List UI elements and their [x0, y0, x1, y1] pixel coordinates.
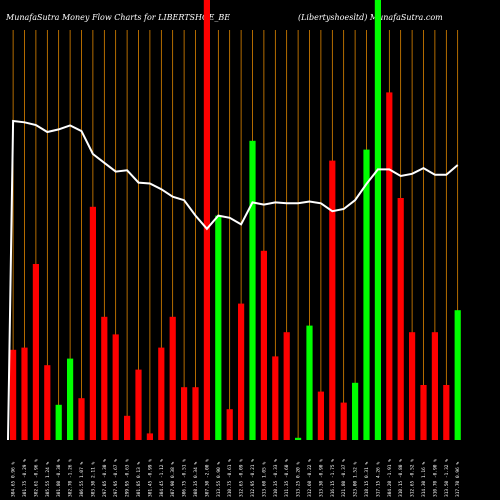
bar: [101, 316, 108, 440]
tick-label: 313.50 -1.32 %: [444, 459, 450, 497]
tick-label: 306.55 1.07 %: [79, 461, 85, 497]
tick-label: 301.85 0.13 %: [136, 461, 142, 497]
tick-label: 313.60 1.05 %: [261, 461, 267, 497]
bar: [409, 332, 416, 440]
bar: [283, 332, 290, 440]
tick-label: 313.55 0.90 %: [216, 461, 222, 497]
bars-group: [10, 0, 461, 441]
tick-label: 304.20 -1.91 %: [387, 459, 393, 497]
bar: [306, 325, 313, 440]
bar: [192, 387, 199, 440]
tick-label: 311.35 -0.60 %: [284, 459, 290, 497]
chart-title: MunafaSutra Money Flow Charts for LIBERT…: [5, 13, 230, 22]
bar: [181, 387, 188, 440]
bar: [443, 385, 450, 440]
bar: [67, 358, 74, 440]
bar: [10, 349, 17, 440]
tick-label: 318.15 0.31 %: [364, 461, 370, 497]
tick-label: 301.80 -0.30 %: [56, 459, 62, 497]
tick-label: 305.55 1.24 %: [45, 461, 51, 497]
tick-label: 312.65 -0.52 %: [410, 459, 416, 497]
flow-line-group: [7, 119, 459, 441]
tick-label: 312.60 -0.22 %: [307, 459, 313, 497]
tick-label: 323.00 1.52 %: [353, 461, 359, 497]
bar: [340, 402, 347, 440]
bar: [78, 398, 85, 440]
tick-label: 317.70 0.96 %: [455, 461, 461, 497]
bar: [431, 332, 438, 440]
tick-label: 316.15 -1.75 %: [330, 459, 336, 497]
tick-label: 302.61 -0.96 %: [33, 459, 39, 497]
bar: [203, 0, 210, 440]
bar: [454, 310, 461, 440]
bar: [226, 409, 233, 440]
tick-label: 307.30 -2.00 %: [204, 459, 210, 497]
tick-label: 317.15 4.26 %: [375, 461, 381, 497]
tick-labels-group: 304.65 0.96 % 301.75 -0.29 % 302.61 -0.96 …: [11, 459, 462, 497]
bar: [420, 385, 427, 440]
tick-label: 314.30 1.16 %: [421, 461, 427, 497]
tick-label: 306.75 -0.51 %: [182, 459, 188, 497]
tick-label: 310.75 -0.61 %: [227, 459, 233, 497]
bar: [295, 437, 302, 440]
tick-label: 313.25 0.20 %: [296, 461, 302, 497]
tick-label: 304.65 0.96 %: [11, 461, 17, 497]
tick-label: 297.95 -0.67 %: [113, 459, 119, 497]
tick-label: 310.35 -0.33 %: [273, 459, 279, 497]
bar: [112, 334, 119, 440]
tick-label: 313.30 -0.90 %: [318, 459, 324, 497]
bar: [260, 250, 267, 440]
bar: [249, 140, 256, 441]
tick-label: 307.90 0.38 %: [170, 461, 176, 497]
bar: [146, 433, 153, 440]
bar: [44, 365, 51, 440]
bar: [32, 264, 39, 440]
tick-label: 304.45 -1.12 %: [159, 459, 165, 497]
bar: [397, 198, 404, 440]
tick-label: 312.65 -0.09 %: [239, 459, 245, 497]
tick-label: 310.15 -0.80 %: [398, 459, 404, 497]
bar: [317, 391, 324, 440]
tick-label: 321.80 -0.37 %: [341, 459, 347, 497]
bar: [55, 404, 62, 440]
tick-label: 301.45 -0.99 %: [147, 459, 153, 497]
bar: [21, 347, 28, 440]
tick-label: 312.95 -0.21 %: [250, 459, 256, 497]
bar: [124, 415, 131, 440]
bar: [238, 303, 245, 440]
bar: [386, 92, 393, 441]
tick-label: 302.70 -1.26 %: [68, 459, 74, 497]
bar: [363, 149, 370, 440]
tick-label: 301.75 -0.29 %: [22, 459, 28, 497]
bar: [89, 206, 96, 440]
bar: [272, 356, 279, 440]
tick-label: 308.35 0.34 %: [193, 461, 199, 497]
bar: [215, 215, 222, 440]
tick-label: 303.30 2.11 %: [90, 461, 96, 497]
chart-subtitle: (Libertyshoesltd) MunafaSutra.com: [298, 13, 443, 22]
tick-label: 299.95 -0.63 %: [125, 459, 131, 497]
bar: [329, 160, 336, 440]
bar: [352, 382, 359, 440]
tick-label: 310.70 -0.90 %: [432, 459, 438, 497]
tick-label: 297.05 -0.30 %: [102, 459, 108, 497]
flow-line: [7, 119, 459, 441]
bar: [169, 316, 176, 440]
bar: [158, 347, 165, 440]
bar: [374, 0, 381, 440]
bar: [135, 369, 142, 440]
